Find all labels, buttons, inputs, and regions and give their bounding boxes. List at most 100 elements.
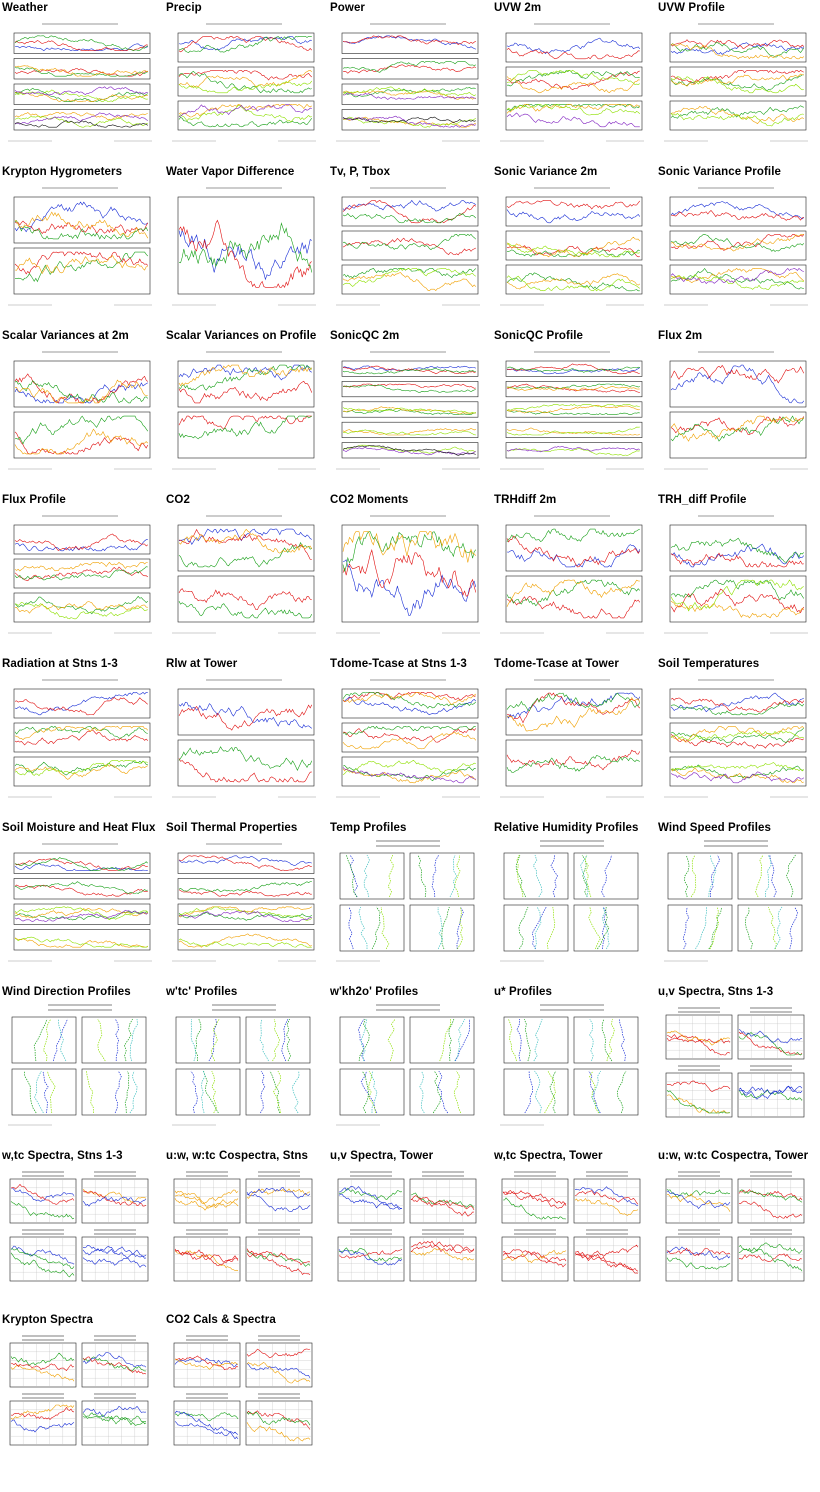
plot-thumbnail-weather[interactable] (2, 17, 156, 145)
thumbnail-title[interactable]: u,v Spectra, Tower (330, 1150, 434, 1162)
thumbnail-title[interactable]: UVW 2m (494, 2, 542, 14)
plot-thumbnail-u-w-w-tc-cospectra-tower[interactable] (658, 1165, 812, 1293)
plot-thumbnail-flux-profile[interactable] (2, 509, 156, 637)
thumbnail-title[interactable]: Temp Profiles (330, 822, 407, 834)
plot-thumbnail-soil-thermal-properties[interactable] (166, 837, 320, 965)
plot-thumbnail-scalar-variances-at-2m[interactable] (2, 345, 156, 473)
thumbnail-title[interactable]: Wind Direction Profiles (2, 986, 131, 998)
plot-thumbnail-trhdiff-2m[interactable] (494, 509, 648, 637)
plot-thumbnail-sonic-variance-profile[interactable] (658, 181, 812, 309)
thumbnail-title[interactable]: Scalar Variances at 2m (2, 330, 129, 342)
plot-thumbnail-image (173, 1335, 313, 1446)
plot-thumbnail-image (336, 679, 480, 798)
plot-thumbnail-sonicqc-profile[interactable] (494, 345, 648, 473)
plot-thumbnail-image (9, 1335, 149, 1446)
plot-thumbnail-water-vapor-difference[interactable] (166, 181, 320, 309)
plot-thumbnail-co2-moments[interactable] (330, 509, 484, 637)
thumbnail-title[interactable]: Tdome-Tcase at Stns 1-3 (330, 658, 467, 670)
plot-thumbnail-relative-humidity-profiles[interactable] (494, 837, 648, 965)
thumbnail-title[interactable]: CO2 (166, 494, 190, 506)
plot-thumbnail-uvw-2m[interactable] (494, 17, 648, 145)
thumbnail-title[interactable]: Wind Speed Profiles (658, 822, 771, 834)
plot-thumbnail-soil-moisture-and-heat-flux[interactable] (2, 837, 156, 965)
plot-thumbnail-w-tc-spectra-tower[interactable] (494, 1165, 648, 1293)
thumbnail-title[interactable]: Soil Temperatures (658, 658, 760, 670)
plot-thumbnail-w-tc-spectra-stns-1-3[interactable] (2, 1165, 156, 1293)
plot-thumbnail-u-v-spectra-stns-1-3[interactable] (658, 1001, 812, 1129)
plot-thumbnail-wind-speed-profiles[interactable] (658, 837, 812, 965)
thumbnail-title[interactable]: Relative Humidity Profiles (494, 822, 639, 834)
thumbnail-title[interactable]: Sonic Variance Profile (658, 166, 782, 178)
thumbnail-title[interactable]: w,tc Spectra, Tower (494, 1150, 603, 1162)
plot-thumbnail-tv-p-tbox[interactable] (330, 181, 484, 309)
thumbnail-cell-flux-2m: Flux 2m (656, 330, 814, 488)
plot-thumbnail-image (664, 840, 803, 962)
thumbnail-cell-relative-humidity-profiles: Relative Humidity Profiles (492, 822, 650, 980)
plot-thumbnail-temp-profiles[interactable] (330, 837, 484, 965)
thumbnail-title[interactable]: u* Profiles (494, 986, 552, 998)
thumbnail-title[interactable]: TRHdiff 2m (494, 494, 557, 506)
plot-thumbnail-flux-2m[interactable] (658, 345, 812, 473)
plot-thumbnail-image (172, 1004, 311, 1126)
thumbnail-cell-tv-p-tbox: Tv, P, Tbox (328, 166, 486, 324)
thumbnail-title[interactable]: u:w, w:tc Cospectra, Stns (166, 1150, 309, 1162)
thumbnail-title[interactable]: CO2 Cals & Spectra (166, 1314, 276, 1326)
plot-thumbnail-krypton-hygrometers[interactable] (2, 181, 156, 309)
plot-thumbnail-u-profiles[interactable] (494, 1001, 648, 1129)
plot-thumbnail-co2-cals-spectra[interactable] (166, 1329, 320, 1457)
plot-thumbnail-sonic-variance-2m[interactable] (494, 181, 648, 309)
thumbnail-title[interactable]: Rlw at Tower (166, 658, 238, 670)
thumbnail-title[interactable]: Soil Thermal Properties (166, 822, 298, 834)
thumbnail-title[interactable]: u,v Spectra, Stns 1-3 (658, 986, 774, 998)
thumbnail-title[interactable]: SonicQC 2m (330, 330, 400, 342)
thumbnail-title[interactable]: Weather (2, 2, 48, 14)
thumbnail-title[interactable]: w,tc Spectra, Stns 1-3 (2, 1150, 123, 1162)
plot-thumbnail-w-kh2o-profiles[interactable] (330, 1001, 484, 1129)
thumbnail-title[interactable]: CO2 Moments (330, 494, 409, 506)
plot-thumbnail-u-w-w-tc-cospectra-stns[interactable] (166, 1165, 320, 1293)
plot-thumbnail-precip[interactable] (166, 17, 320, 145)
thumbnail-title[interactable]: TRH_diff Profile (658, 494, 747, 506)
plot-thumbnail-rlw-at-tower[interactable] (166, 673, 320, 801)
plot-thumbnail-image (8, 1004, 147, 1126)
plot-thumbnail-co2[interactable] (166, 509, 320, 637)
thumbnail-title[interactable]: UVW Profile (658, 2, 725, 14)
plot-thumbnail-wind-direction-profiles[interactable] (2, 1001, 156, 1129)
plot-thumbnail-scalar-variances-on-profile[interactable] (166, 345, 320, 473)
thumbnail-cell-u-v-spectra-stns-1-3: u,v Spectra, Stns 1-3 (656, 986, 814, 1144)
thumbnail-title[interactable]: SonicQC Profile (494, 330, 584, 342)
plot-thumbnail-image (172, 187, 316, 306)
plot-thumbnail-sonicqc-2m[interactable] (330, 345, 484, 473)
thumbnail-title[interactable]: Power (330, 2, 366, 14)
plot-thumbnail-tdome-tcase-at-tower[interactable] (494, 673, 648, 801)
plot-thumbnail-u-v-spectra-tower[interactable] (330, 1165, 484, 1293)
thumbnail-title[interactable]: Sonic Variance 2m (494, 166, 598, 178)
plot-thumbnail-w-tc-profiles[interactable] (166, 1001, 320, 1129)
plot-thumbnail-soil-temperatures[interactable] (658, 673, 812, 801)
plot-thumbnail-image (664, 679, 808, 798)
thumbnail-title[interactable]: Krypton Hygrometers (2, 166, 123, 178)
thumbnail-title[interactable]: Tv, P, Tbox (330, 166, 391, 178)
thumbnail-title[interactable]: u:w, w:tc Cospectra, Tower (658, 1150, 809, 1162)
thumbnail-title[interactable]: Water Vapor Difference (166, 166, 295, 178)
thumbnail-cell-uvw-profile: UVW Profile (656, 2, 814, 160)
thumbnail-title[interactable]: Scalar Variances on Profile (166, 330, 317, 342)
plot-thumbnail-uvw-profile[interactable] (658, 17, 812, 145)
thumbnail-cell-co2: CO2 (164, 494, 322, 652)
plot-thumbnail-radiation-at-stns-1-3[interactable] (2, 673, 156, 801)
thumbnail-title[interactable]: w'tc' Profiles (166, 986, 238, 998)
thumbnail-title[interactable]: w'kh2o' Profiles (330, 986, 419, 998)
thumbnail-title[interactable]: Soil Moisture and Heat Flux (2, 822, 156, 834)
plot-thumbnail-image (8, 351, 152, 470)
thumbnail-title[interactable]: Krypton Spectra (2, 1314, 93, 1326)
plot-thumbnail-trh-diff-profile[interactable] (658, 509, 812, 637)
plot-thumbnail-krypton-spectra[interactable] (2, 1329, 156, 1457)
thumbnail-title[interactable]: Flux 2m (658, 330, 703, 342)
plot-thumbnail-power[interactable] (330, 17, 484, 145)
thumbnail-title[interactable]: Tdome-Tcase at Tower (494, 658, 619, 670)
plot-thumbnail-image (8, 515, 152, 634)
plot-thumbnail-tdome-tcase-at-stns-1-3[interactable] (330, 673, 484, 801)
thumbnail-title[interactable]: Flux Profile (2, 494, 66, 506)
thumbnail-title[interactable]: Radiation at Stns 1-3 (2, 658, 118, 670)
thumbnail-title[interactable]: Precip (166, 2, 202, 14)
